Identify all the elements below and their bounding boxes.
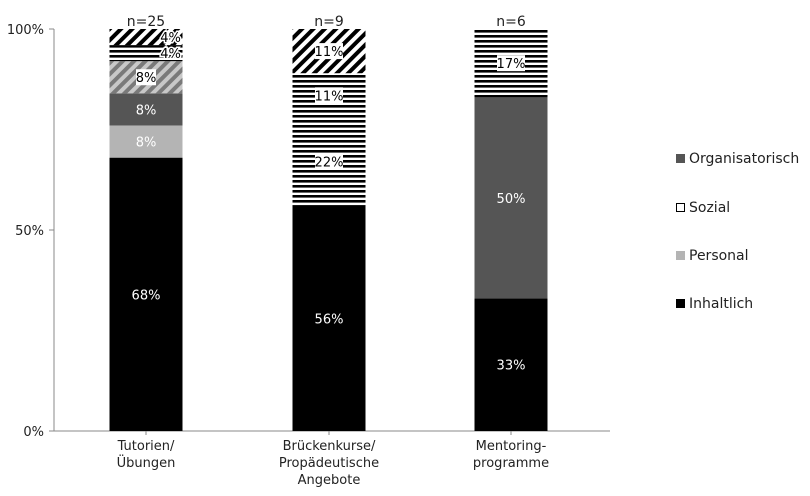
legend: Organisatorisch Sozial Personal Inhaltlich: [676, 151, 799, 312]
data-label-bg: [497, 55, 525, 72]
data-label-bg: [315, 153, 343, 170]
x-tick-label: Propädeutische: [279, 456, 379, 471]
data-label-bg: [136, 69, 156, 86]
n-label: n=6: [496, 14, 526, 30]
legend-swatch: [676, 251, 685, 260]
x-tick-label: programme: [473, 456, 549, 471]
data-label: 68%: [132, 288, 161, 303]
x-tick-labels: Tutorien/Übungen Brückenkurse/Propädeutis…: [117, 431, 549, 488]
x-tick-label: Mentoring-: [476, 439, 547, 454]
y-tick-label: 100%: [7, 23, 44, 38]
n-label: n=9: [314, 14, 344, 30]
n-label: n=25: [127, 14, 165, 30]
legend-label: Organisatorisch: [689, 151, 799, 167]
data-label: 4%: [160, 47, 181, 62]
legend-label: Personal: [689, 248, 749, 264]
x-tick-label: Angebote: [298, 473, 361, 488]
legend-swatch: [676, 203, 685, 212]
bar-segment: [109, 93, 183, 126]
x-tick-label: Brückenkurse/: [283, 439, 376, 454]
data-label: 8%: [136, 136, 157, 151]
data-label-bg: [315, 87, 343, 104]
data-label: 11%: [315, 89, 344, 104]
legend-swatch: [676, 299, 685, 308]
data-label: 50%: [497, 192, 526, 207]
data-label: 22%: [315, 156, 344, 171]
bars: 68%8%8%8%4%4%n=2556%22%11%11%n=933%50%17…: [109, 14, 548, 431]
legend-swatch: [676, 154, 685, 163]
y-tick-label: 0%: [23, 425, 44, 440]
data-label: 17%: [497, 57, 526, 72]
bar-segment: [292, 205, 366, 431]
legend-label: Inhaltlich: [689, 296, 753, 312]
data-label: 8%: [136, 103, 157, 118]
bar-segment: [109, 125, 183, 158]
y-tick-label: 50%: [15, 224, 44, 239]
x-tick-label: Übungen: [117, 454, 176, 471]
data-label: 33%: [497, 359, 526, 374]
data-label: 11%: [315, 45, 344, 60]
bar-segment: [474, 298, 548, 431]
data-label: 56%: [315, 312, 344, 327]
bar-segment: [109, 45, 183, 62]
bar-segment: [474, 97, 548, 299]
x-tick-label: Tutorien/: [117, 439, 175, 454]
y-ticks: 0% 50% 100%: [7, 23, 54, 440]
data-label: 4%: [160, 31, 181, 46]
data-label-bg: [315, 43, 343, 60]
bar-segment: [109, 29, 183, 46]
bar-segment: [109, 157, 183, 431]
legend-label: Sozial: [689, 200, 730, 216]
data-label: 8%: [136, 71, 157, 86]
